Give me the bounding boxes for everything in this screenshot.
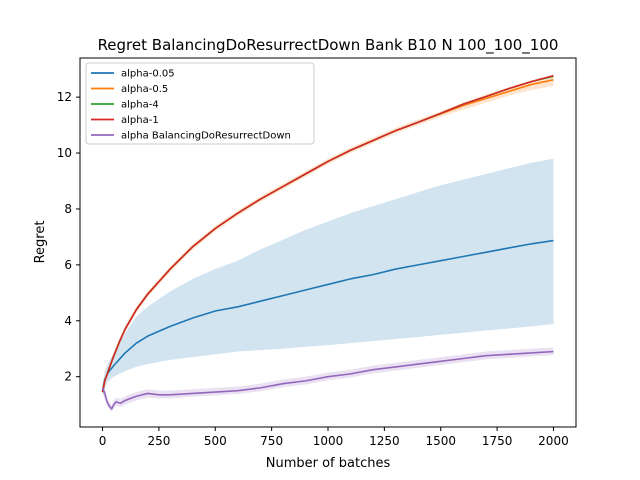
x-tick-label: 2000	[538, 434, 569, 448]
x-tick-label: 1000	[313, 434, 344, 448]
y-tick-label: 2	[64, 370, 72, 384]
legend-label-alpha-0-5: alpha-0.5	[121, 84, 168, 95]
series-lines	[101, 74, 554, 410]
x-tick-label: 500	[204, 434, 227, 448]
x-tick-label: 1500	[425, 434, 456, 448]
y-tick-label: 6	[64, 258, 72, 272]
legend-label-alpha-0-05: alpha-0.05	[121, 69, 175, 80]
band-alpha-balancingdoresurrectdown	[102, 347, 554, 412]
chart-title: Regret BalancingDoResurrectDown Bank B10…	[98, 36, 559, 55]
y-tick-label: 8	[64, 202, 72, 216]
confidence-bands	[102, 74, 554, 412]
legend-box	[85, 62, 315, 145]
legend-label-alpha-1: alpha-1	[121, 115, 159, 126]
legend-label-alpha-4: alpha-4	[121, 100, 159, 111]
x-axis-label: Number of batches	[266, 456, 391, 471]
legend: alpha-0.05 alpha-0.5 alpha-4 alpha-1 alpha B…	[85, 62, 315, 145]
y-tick-label: 12	[57, 90, 72, 104]
line-alpha-1	[101, 74, 554, 393]
line-alpha-balancingdoresurrectdown	[101, 350, 554, 410]
x-tick-label: 250	[147, 434, 170, 448]
band-alpha-0-05	[102, 158, 554, 397]
legend-label-alpha-balancingdoresurrectdown: alpha BalancingDoResurrectDown	[121, 131, 291, 142]
x-tick-label: 1750	[482, 434, 513, 448]
y-axis-label: Regret	[33, 221, 48, 264]
x-tick-label: 1250	[369, 434, 400, 448]
x-axis-ticks: 0 250 500 750 1000 1250 1500 1750 2000	[99, 427, 569, 448]
line-alpha-0-05	[101, 239, 554, 391]
y-axis-ticks: 2 4 6 8 10 12	[57, 90, 80, 384]
x-tick-label: 750	[260, 434, 283, 448]
y-tick-label: 10	[57, 146, 72, 160]
y-tick-label: 4	[64, 314, 72, 328]
x-tick-label: 0	[99, 434, 107, 448]
